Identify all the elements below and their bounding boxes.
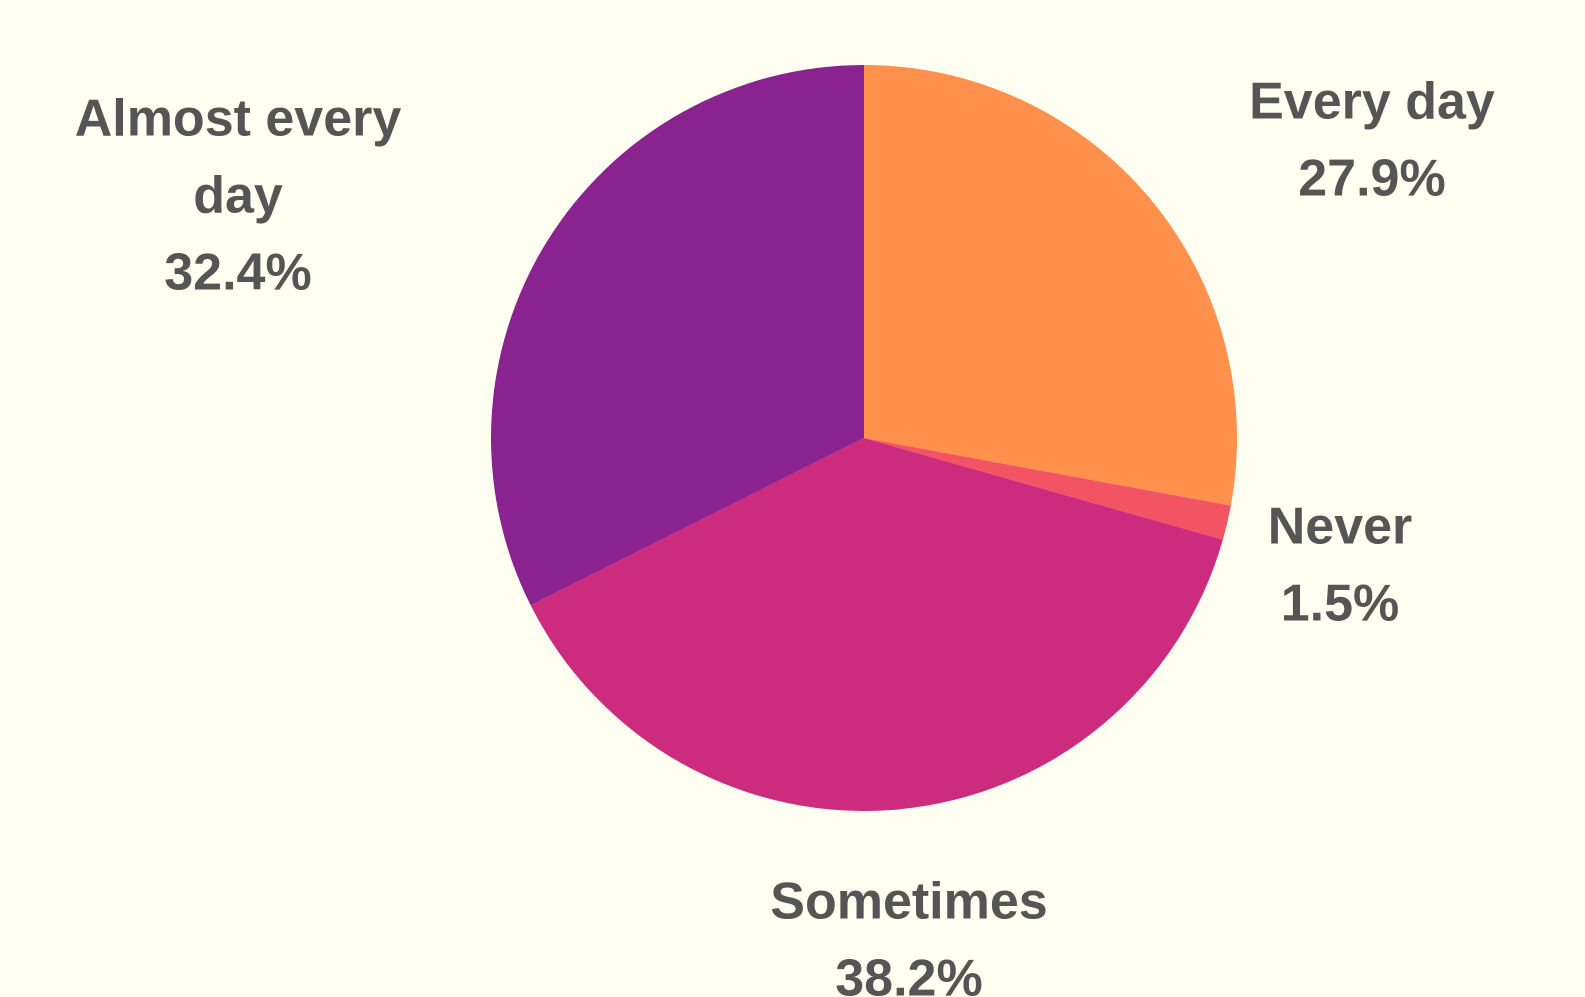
slice-almost-every-day [491,65,864,606]
slice-never [864,438,1231,540]
pie-labels: Every day 27.9% Never 1.5% Sometimes 38.2% Alm… [75,73,1495,997]
slice-sometimes [530,438,1223,811]
slice-label-value: 32.4% [164,244,311,302]
slice-label-name: day [193,167,283,225]
slice-label-value: 27.9% [1298,150,1445,208]
slice-label-value: 38.2% [835,950,982,997]
slice-label-almost-every-day: Almost every day 32.4% [75,90,402,302]
slice-label-name: Every day [1249,73,1495,131]
slice-label-value: 1.5% [1281,575,1400,633]
pie-slices [491,65,1237,811]
slice-label-name: Sometimes [770,873,1047,931]
slice-label-sometimes: Sometimes 38.2% [770,873,1047,997]
slice-label-name: Never [1268,498,1413,556]
slice-label-name: Almost every [75,90,402,148]
slice-label-every-day: Every day 27.9% [1249,73,1495,208]
slice-label-never: Never 1.5% [1268,498,1413,633]
slice-every-day [864,65,1237,506]
